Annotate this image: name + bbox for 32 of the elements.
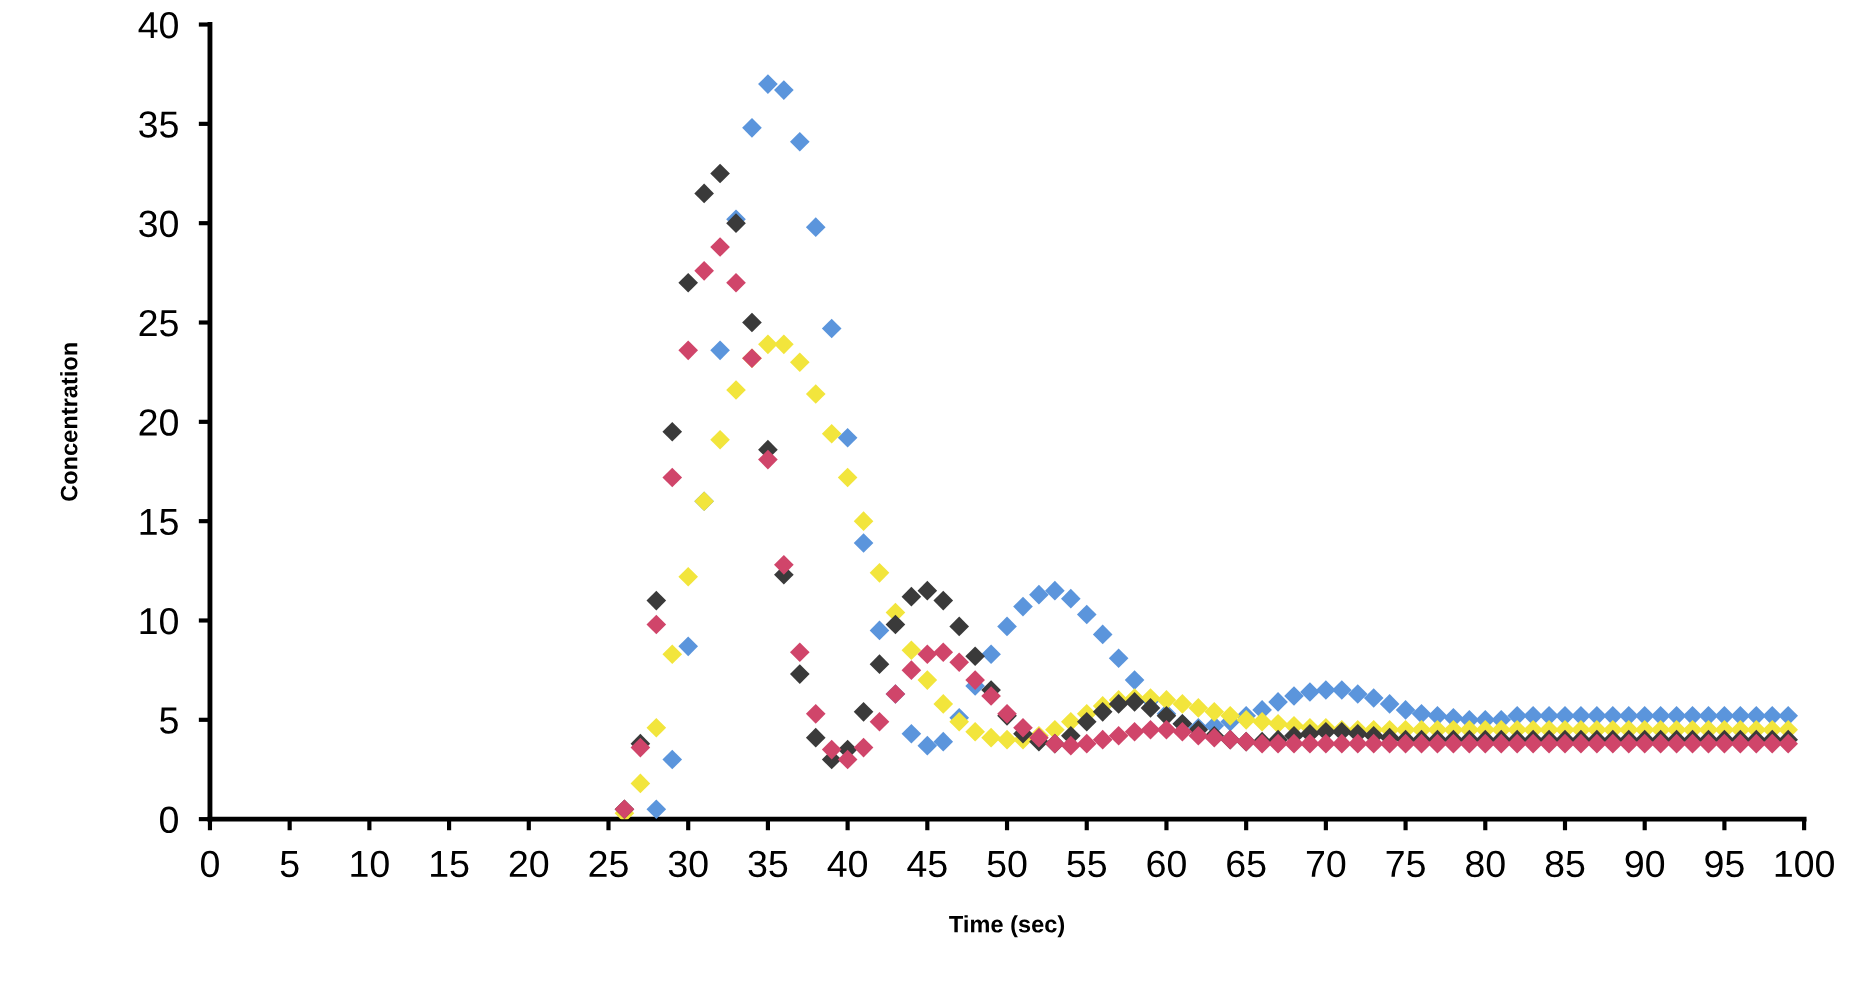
y-tick-label: 5	[160, 707, 178, 734]
x-tick-label: 70	[1306, 850, 1346, 878]
x-tick-label: 25	[589, 850, 628, 878]
x-tick-label: 80	[1466, 850, 1505, 878]
x-tick-label: 45	[907, 851, 947, 878]
x-tick-label: 40	[827, 850, 868, 878]
x-tick-label: 55	[1067, 851, 1107, 878]
y-tick-label: 15	[140, 508, 178, 536]
x-tick-label: 5	[280, 851, 299, 878]
y-tick-label: 10	[140, 607, 178, 635]
y-tick-label: 20	[139, 409, 178, 436]
y-tick-label: 40	[138, 11, 178, 39]
x-tick-label: 30	[668, 850, 708, 878]
x-tick-label: 20	[509, 850, 549, 878]
x-tick-label: 50	[987, 850, 1027, 878]
y-tick-label: 30	[139, 210, 178, 238]
y-tick-label: 35	[139, 111, 178, 138]
x-tick-label: 15	[431, 851, 469, 878]
x-tick-label: 10	[351, 850, 389, 878]
x-tick-label: 75	[1386, 851, 1425, 878]
x-tick-label: 35	[748, 850, 788, 878]
x-tick-label: 100	[1775, 850, 1834, 878]
x-tick-label: 85	[1545, 850, 1585, 878]
x-tick-label: 60	[1147, 850, 1186, 878]
x-tick-label: 0	[200, 850, 219, 878]
y-tick-label: 0	[160, 806, 178, 834]
x-tick-label: 95	[1705, 850, 1744, 878]
y-axis-title: Concentration	[60, 343, 78, 501]
x-tick-label: 65	[1227, 850, 1266, 878]
x-axis-title: Time (sec)	[949, 915, 1065, 938]
x-tick-label: 90	[1625, 850, 1665, 878]
y-tick-label: 25	[139, 309, 178, 337]
